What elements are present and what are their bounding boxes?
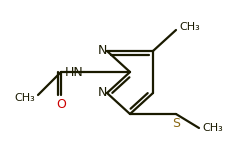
Text: N: N <box>98 87 107 100</box>
Text: CH₃: CH₃ <box>14 93 35 103</box>
Text: CH₃: CH₃ <box>202 123 223 133</box>
Text: CH₃: CH₃ <box>179 22 200 32</box>
Text: N: N <box>98 45 107 58</box>
Text: HN: HN <box>65 66 84 79</box>
Text: S: S <box>172 117 180 130</box>
Text: O: O <box>56 98 66 111</box>
